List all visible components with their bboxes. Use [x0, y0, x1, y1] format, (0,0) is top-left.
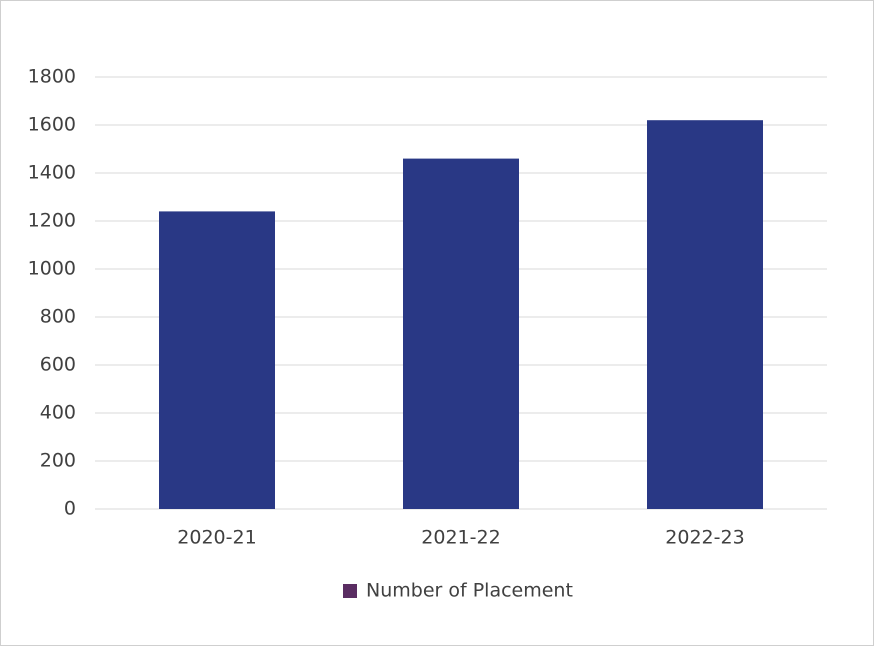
y-tick-label: 200	[40, 450, 76, 472]
bar	[159, 211, 275, 509]
bar	[403, 158, 519, 509]
y-tick-label: 1400	[28, 162, 76, 184]
y-tick-label: 1200	[28, 210, 76, 232]
bar	[647, 120, 763, 509]
x-tick-label: 2020-21	[177, 527, 256, 549]
y-tick-label: 0	[64, 498, 76, 520]
y-tick-label: 600	[40, 354, 76, 376]
y-tick-label: 1800	[28, 66, 76, 88]
y-tick-label: 1600	[28, 114, 76, 136]
y-tick-label: 1000	[28, 258, 76, 280]
y-tick-label: 400	[40, 402, 76, 424]
legend-label: Number of Placement	[366, 580, 573, 602]
x-tick-label: 2021-22	[421, 527, 500, 549]
legend-swatch	[343, 584, 357, 598]
x-tick-label: 2022-23	[665, 527, 744, 549]
y-tick-label: 800	[40, 306, 76, 328]
